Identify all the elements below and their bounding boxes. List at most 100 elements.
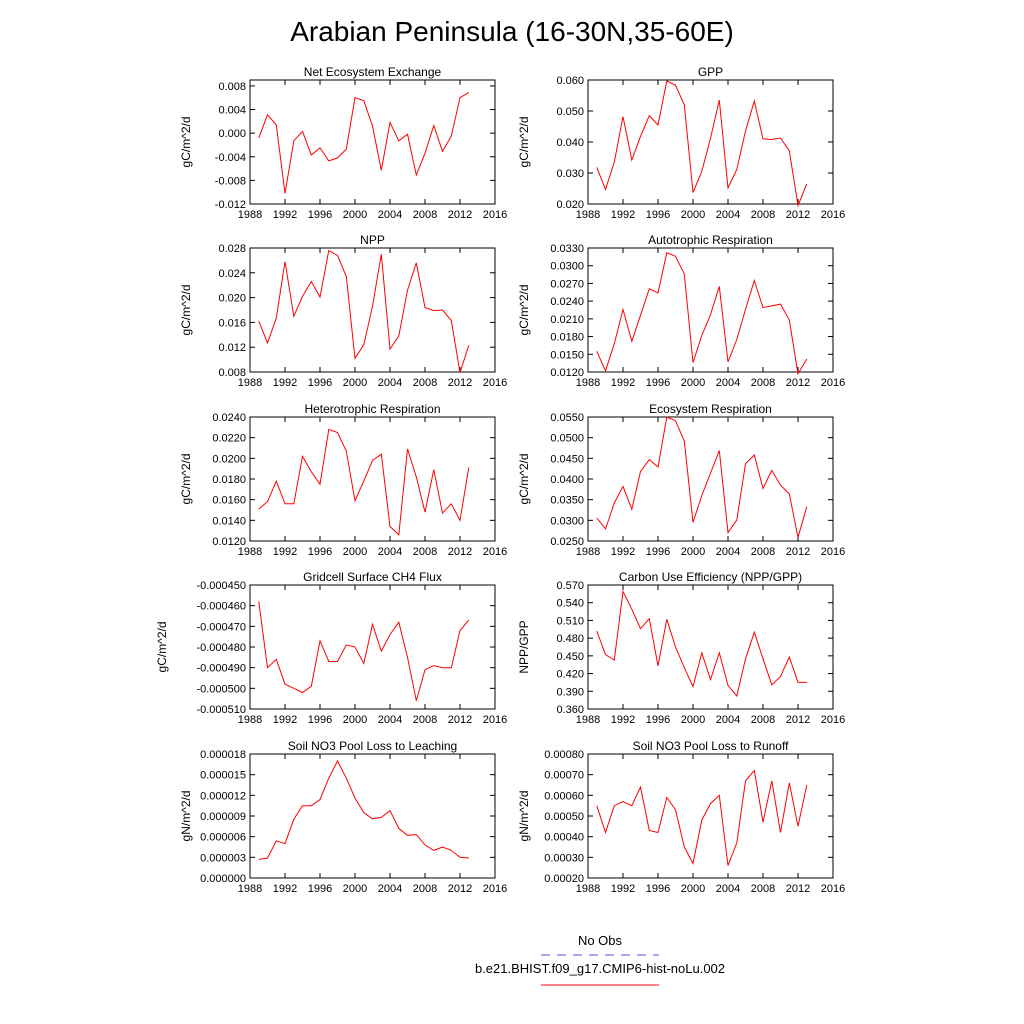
y-tick-label: 0.050 [556, 106, 584, 118]
x-tick-label: 2012 [786, 714, 810, 726]
x-tick-label: 2016 [483, 377, 507, 389]
x-tick-label: 2008 [751, 377, 775, 389]
x-tick-label: 2012 [448, 546, 472, 558]
panel-6: Gridcell Surface CH4 Flux gC/m^2/d -0.0004… [155, 570, 507, 726]
y-tick-label: 0.0400 [550, 474, 584, 486]
y-axis-label: gC/m^2/d [179, 285, 193, 336]
plot-frame [587, 247, 834, 373]
series-line [596, 769, 808, 866]
y-tick-label: 0.020 [556, 199, 584, 211]
x-tick-label: 1996 [308, 377, 332, 389]
x-tick-label: 1992 [273, 377, 297, 389]
x-tick-label: 2012 [448, 209, 472, 221]
x-tick-label: 2008 [413, 883, 437, 895]
y-tick-label: 0.012 [218, 342, 246, 354]
y-tick-label: 0.0350 [550, 495, 584, 507]
x-tick-label: 2000 [681, 714, 705, 726]
x-tick-label: 2008 [413, 546, 437, 558]
series-line [258, 601, 470, 701]
y-tick-label: 0.540 [556, 598, 584, 610]
y-tick-label: -0.000470 [196, 621, 246, 633]
x-tick-label: 2000 [343, 883, 367, 895]
x-tick-label: 2016 [483, 546, 507, 558]
x-tick-label: 1992 [611, 377, 635, 389]
x-tick-label: 1996 [646, 714, 670, 726]
panel-0: Net Ecosystem Exchange gC/m^2/d 0.008 0.004… [179, 65, 507, 221]
y-tick-label: 0.0300 [550, 515, 584, 527]
y-tick-label: 0.000 [218, 128, 246, 140]
x-tick-label: 1992 [273, 714, 297, 726]
y-tick-label: 0.510 [556, 615, 584, 627]
y-axis-label: gC/m^2/d [517, 454, 531, 505]
x-tick-label: 1988 [238, 714, 262, 726]
y-axis-label: gN/m^2/d [179, 791, 193, 842]
series-line [258, 428, 470, 536]
y-tick-label: 0.0180 [212, 474, 246, 486]
y-tick-label: 0.00080 [544, 749, 584, 761]
x-tick-label: 1996 [308, 883, 332, 895]
x-tick-label: 2004 [716, 883, 740, 895]
x-tick-label: 1988 [238, 546, 262, 558]
legend: No Obs b.e21.BHIST.f09_g17.CMIP6-hist-no… [475, 933, 725, 986]
panel-8: Soil NO3 Pool Loss to Leaching gN/m^2/d 0.… [179, 739, 507, 895]
y-tick-label: 0.0500 [550, 433, 584, 445]
y-tick-label: 0.004 [218, 105, 246, 117]
series-line [258, 759, 469, 860]
panel-1: GPP gC/m^2/d 0.060 0.050 0.040 0.030 0.0201988… [517, 65, 845, 221]
x-tick-label: 2000 [343, 209, 367, 221]
plot-frame [587, 79, 834, 205]
y-tick-label: 0.0270 [550, 278, 584, 290]
x-tick-label: 2004 [716, 377, 740, 389]
y-tick-label: 0.420 [556, 669, 584, 681]
x-tick-label: 2016 [821, 377, 845, 389]
x-tick-label: 2016 [821, 883, 845, 895]
y-axis-label: NPP/GPP [517, 620, 531, 673]
y-tick-label: 0.000006 [200, 832, 246, 844]
y-axis-label: gC/m^2/d [179, 454, 193, 505]
y-tick-label: 0.450 [556, 651, 584, 663]
x-tick-label: 1988 [238, 883, 262, 895]
x-tick-label: 2008 [413, 209, 437, 221]
y-tick-label: 0.000000 [200, 873, 246, 885]
y-tick-label: 0.0220 [212, 433, 246, 445]
y-tick-label: -0.000490 [196, 663, 246, 675]
panels: Net Ecosystem Exchange gC/m^2/d 0.008 0.004… [155, 65, 845, 895]
x-tick-label: 2004 [378, 546, 402, 558]
y-tick-label: 0.480 [556, 633, 584, 645]
x-tick-label: 2012 [448, 377, 472, 389]
plot-frame [249, 247, 496, 373]
series-line [596, 80, 808, 208]
x-tick-label: 2000 [681, 883, 705, 895]
x-tick-label: 1996 [308, 714, 332, 726]
panel-title: Gridcell Surface CH4 Flux [303, 570, 442, 584]
x-tick-label: 2012 [786, 377, 810, 389]
x-tick-label: 2000 [681, 377, 705, 389]
y-tick-label: 0.0240 [550, 296, 584, 308]
y-axis-label: gC/m^2/d [179, 117, 193, 168]
panel-title: Carbon Use Efficiency (NPP/GPP) [619, 570, 802, 584]
y-tick-label: 0.008 [218, 81, 246, 93]
y-tick-label: 0.00050 [544, 811, 584, 823]
plot-frame [249, 416, 496, 542]
x-tick-label: 1988 [238, 377, 262, 389]
panel-title: Soil NO3 Pool Loss to Leaching [288, 739, 457, 753]
x-tick-label: 1988 [238, 209, 262, 221]
y-tick-label: 0.0550 [550, 412, 584, 424]
x-tick-label: 2008 [413, 714, 437, 726]
y-tick-label: 0.00030 [544, 852, 584, 864]
y-tick-label: 0.024 [218, 268, 246, 280]
legend-label-0: No Obs [578, 933, 623, 948]
y-tick-label: -0.000500 [196, 683, 246, 695]
y-tick-label: -0.000450 [196, 580, 246, 592]
x-tick-label: 1992 [273, 546, 297, 558]
x-tick-label: 2004 [378, 714, 402, 726]
y-tick-label: 0.0210 [550, 314, 584, 326]
x-tick-label: 2004 [378, 883, 402, 895]
x-tick-label: 2016 [483, 883, 507, 895]
y-axis-label: gC/m^2/d [517, 285, 531, 336]
x-tick-label: 1988 [576, 377, 600, 389]
y-tick-label: -0.012 [215, 199, 246, 211]
y-tick-label: 0.016 [218, 317, 246, 329]
panel-5: Ecosystem Respiration gC/m^2/d 0.0550 0.050… [517, 402, 845, 558]
